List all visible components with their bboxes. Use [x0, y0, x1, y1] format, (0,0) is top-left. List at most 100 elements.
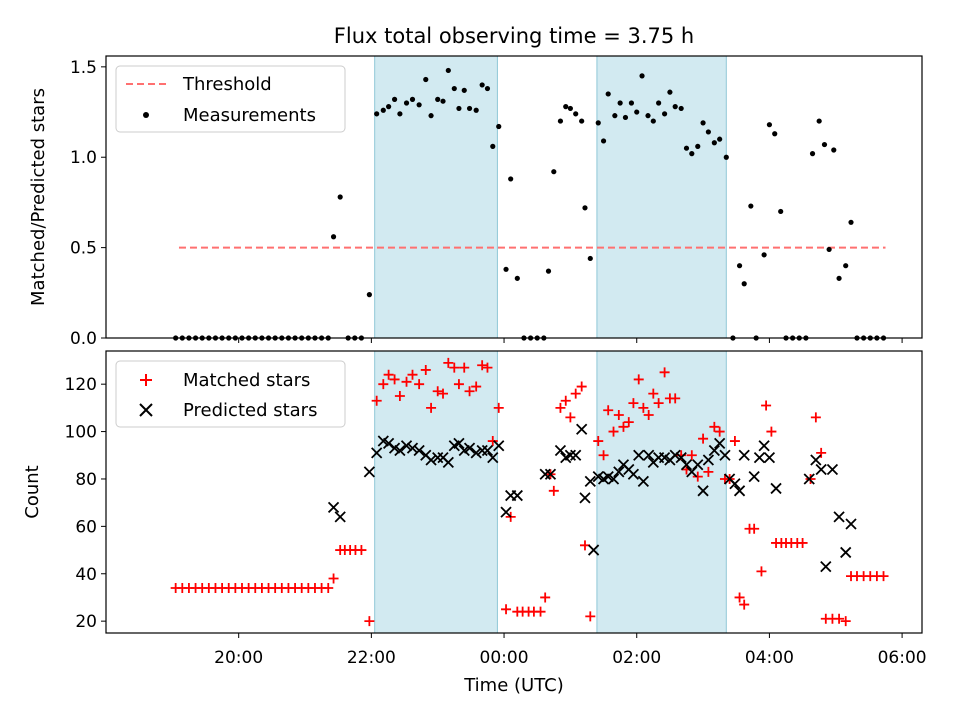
predicted-star-point [413, 444, 425, 457]
measurement-point [445, 67, 451, 74]
measurement-point [826, 246, 832, 253]
measurement-point [617, 100, 623, 106]
bottom-legend-box [115, 360, 346, 428]
predicted-star-point [702, 454, 715, 466]
measurement-point [557, 118, 564, 124]
predicted-star-point [564, 449, 577, 461]
matched-star-point [453, 379, 464, 390]
measurement-point [409, 96, 416, 102]
matched-star-point [493, 402, 504, 413]
matched-star-point [383, 369, 394, 380]
matched-star-point [371, 395, 382, 406]
predicted-star-point [511, 489, 523, 502]
matched-star-point [653, 398, 664, 409]
matched-star-point [628, 398, 639, 409]
measurement-point [672, 104, 678, 110]
measurement-point [563, 104, 569, 110]
predicted-star-point [607, 473, 620, 485]
measurement-point [748, 203, 754, 209]
matched-star-point [749, 523, 760, 534]
predicted-star-point [627, 468, 640, 480]
predicted-star-point [633, 449, 645, 461]
measurement-point [479, 82, 485, 88]
predicted-star-point [758, 440, 770, 452]
predicted-legend-label: Predicted stars [183, 400, 317, 421]
predicted-star-point [845, 518, 857, 530]
matched-star-point [570, 388, 581, 399]
predicted-stars-points [327, 423, 857, 573]
measurement-point [423, 76, 429, 83]
matched-star-point [734, 592, 745, 603]
measurement-point [600, 138, 607, 144]
measurements-legend-label: Measurements [183, 105, 316, 126]
bottom-x-tick-label: 02:00 [612, 648, 661, 668]
bottom-x-tick-label: 20:00 [214, 648, 263, 668]
predicted-star-point [334, 511, 346, 523]
predicted-star-point [400, 440, 413, 452]
matched-star-point [714, 426, 725, 437]
measurement-point [397, 111, 403, 117]
measurement-point [416, 102, 422, 108]
measurement-point [772, 131, 778, 137]
measurement-point [821, 141, 828, 148]
measurement-point [366, 292, 372, 298]
measurement-point [689, 151, 695, 157]
predicted-star-point [669, 449, 681, 461]
predicted-star-point [487, 452, 499, 464]
predicted-star-point [753, 452, 766, 464]
threshold-legend-label: Threshold [182, 74, 272, 95]
matched-star-point [356, 545, 367, 556]
matched-star-point [623, 417, 634, 428]
matched-star-point [659, 367, 670, 378]
predicted-star-point [763, 452, 776, 464]
predicted-star-point [406, 442, 419, 454]
matched-star-point [633, 374, 644, 385]
bottom-y-tick-label: 120 [65, 375, 97, 395]
matched-star-point [401, 376, 412, 387]
measurement-point [403, 100, 410, 106]
measurement-point [736, 263, 743, 269]
matched-star-point [756, 566, 767, 577]
measurement-point [766, 122, 773, 128]
measurement-point [700, 120, 706, 126]
predicted-star-point [371, 447, 383, 459]
top-y-ticks: 0.0 0.5 1.0 1.5 [70, 58, 106, 349]
predicted-star-point [554, 444, 567, 457]
bottom-x-ticks: 20:00 22:00 00:00 02:00 04:00 06:00 [214, 633, 927, 668]
predicted-star-point [680, 459, 693, 471]
matched-star-point [698, 433, 709, 444]
bottom-y-tick-label: 100 [65, 423, 97, 443]
matched-star-point [459, 362, 470, 373]
x-axis-label: Time (UTC) [463, 675, 564, 696]
predicted-star-point [327, 501, 340, 514]
predicted-star-point [738, 449, 750, 461]
measurement-point [645, 113, 651, 119]
measurement-point [683, 145, 690, 151]
predicted-star-point [363, 466, 376, 478]
predicted-star-point [481, 444, 494, 457]
predicted-star-point [432, 452, 444, 464]
bottom-y-tick-label: 80 [75, 470, 97, 490]
bottom-y-axis-label: Count [22, 465, 43, 518]
matched-star-point [477, 360, 488, 371]
measurement-point [579, 118, 585, 124]
chart-title: Flux total observing time = 3.75 h [334, 24, 694, 48]
matched-star-point [501, 604, 512, 615]
predicted-star-point [579, 492, 591, 504]
predicted-star-point [570, 449, 582, 461]
measurement-point [761, 252, 767, 258]
matched-star-point [540, 592, 551, 603]
matched-star-point [576, 381, 587, 392]
predicted-star-point [697, 485, 709, 497]
matched-star-point [618, 421, 629, 432]
predicted-star-point [820, 561, 832, 573]
matched-star-point [739, 599, 750, 610]
matched-star-point [555, 402, 566, 413]
measurement-point [514, 275, 520, 281]
matched-star-point [834, 613, 845, 624]
measurement-point [656, 100, 662, 106]
measurement-point [836, 275, 842, 281]
matched-star-point [364, 616, 375, 627]
matched-star-point [471, 381, 482, 392]
